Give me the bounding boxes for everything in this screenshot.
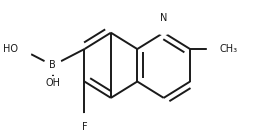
- Text: CH₃: CH₃: [219, 44, 237, 54]
- Circle shape: [153, 12, 175, 34]
- Text: OH: OH: [45, 78, 60, 88]
- Text: F: F: [82, 122, 87, 132]
- Circle shape: [76, 114, 93, 131]
- Text: B: B: [49, 60, 56, 70]
- Text: HO: HO: [3, 44, 18, 54]
- Circle shape: [41, 77, 64, 100]
- Circle shape: [208, 37, 231, 61]
- Text: N: N: [160, 13, 167, 23]
- Circle shape: [5, 36, 32, 62]
- Circle shape: [44, 57, 62, 74]
